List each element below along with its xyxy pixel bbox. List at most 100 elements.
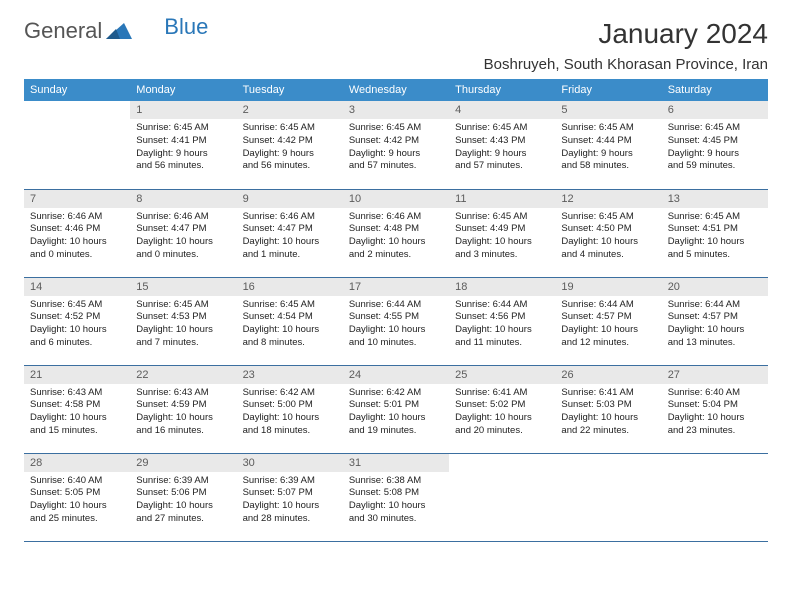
calendar-cell: 20Sunrise: 6:44 AMSunset: 4:57 PMDayligh… [662,277,768,365]
calendar-cell: 21Sunrise: 6:43 AMSunset: 4:58 PMDayligh… [24,365,130,453]
day-line-d2: and 22 minutes. [561,425,655,438]
day-line-sr: Sunrise: 6:42 AM [349,387,443,400]
day-line-d1: Daylight: 10 hours [561,236,655,249]
brand-mark-icon [106,19,132,44]
day-line-d2: and 16 minutes. [136,425,230,438]
day-line-d2: and 13 minutes. [668,337,762,350]
day-line-d2: and 56 minutes. [136,160,230,173]
day-details: Sunrise: 6:42 AMSunset: 5:00 PMDaylight:… [237,384,343,442]
calendar-cell: 6Sunrise: 6:45 AMSunset: 4:45 PMDaylight… [662,101,768,189]
day-line-d1: Daylight: 10 hours [243,412,337,425]
calendar-cell: 18Sunrise: 6:44 AMSunset: 4:56 PMDayligh… [449,277,555,365]
calendar-body: ..1Sunrise: 6:45 AMSunset: 4:41 PMDaylig… [24,101,768,541]
day-details: Sunrise: 6:40 AMSunset: 5:04 PMDaylight:… [662,384,768,442]
day-details: Sunrise: 6:39 AMSunset: 5:07 PMDaylight:… [237,472,343,530]
day-number: 25 [449,366,555,384]
day-details: Sunrise: 6:45 AMSunset: 4:41 PMDaylight:… [130,119,236,177]
day-line-ss: Sunset: 5:07 PM [243,487,337,500]
title-block: January 2024 Boshruyeh, South Khorasan P… [484,18,768,73]
day-line-sr: Sunrise: 6:38 AM [349,475,443,488]
day-line-ss: Sunset: 4:51 PM [668,223,762,236]
day-line-sr: Sunrise: 6:40 AM [668,387,762,400]
day-line-d2: and 28 minutes. [243,513,337,526]
day-line-ss: Sunset: 4:55 PM [349,311,443,324]
day-line-d2: and 12 minutes. [561,337,655,350]
day-details: Sunrise: 6:45 AMSunset: 4:42 PMDaylight:… [237,119,343,177]
day-number: 28 [24,454,130,472]
calendar-cell: 12Sunrise: 6:45 AMSunset: 4:50 PMDayligh… [555,189,661,277]
calendar-cell: 8Sunrise: 6:46 AMSunset: 4:47 PMDaylight… [130,189,236,277]
calendar-cell: 27Sunrise: 6:40 AMSunset: 5:04 PMDayligh… [662,365,768,453]
day-number: 7 [24,190,130,208]
day-line-d2: and 10 minutes. [349,337,443,350]
day-details: Sunrise: 6:46 AMSunset: 4:47 PMDaylight:… [237,208,343,266]
day-line-sr: Sunrise: 6:45 AM [136,122,230,135]
day-line-d1: Daylight: 10 hours [561,412,655,425]
day-details: Sunrise: 6:42 AMSunset: 5:01 PMDaylight:… [343,384,449,442]
calendar-row: ..1Sunrise: 6:45 AMSunset: 4:41 PMDaylig… [24,101,768,189]
day-line-sr: Sunrise: 6:45 AM [349,122,443,135]
brand-text-1: General [24,18,102,44]
day-line-sr: Sunrise: 6:39 AM [243,475,337,488]
day-line-d1: Daylight: 10 hours [30,236,124,249]
day-line-d1: Daylight: 10 hours [30,324,124,337]
day-line-d2: and 58 minutes. [561,160,655,173]
header: General Blue January 2024 Boshruyeh, Sou… [24,18,768,73]
day-line-sr: Sunrise: 6:44 AM [455,299,549,312]
day-line-d2: and 59 minutes. [668,160,762,173]
day-line-sr: Sunrise: 6:45 AM [668,122,762,135]
day-number: 30 [237,454,343,472]
day-details: Sunrise: 6:45 AMSunset: 4:42 PMDaylight:… [343,119,449,177]
day-line-d2: and 30 minutes. [349,513,443,526]
day-number: 15 [130,278,236,296]
calendar-cell: 16Sunrise: 6:45 AMSunset: 4:54 PMDayligh… [237,277,343,365]
day-number: 18 [449,278,555,296]
calendar-cell: .. [24,101,130,189]
day-line-d2: and 25 minutes. [30,513,124,526]
day-line-sr: Sunrise: 6:46 AM [243,211,337,224]
day-line-ss: Sunset: 5:03 PM [561,399,655,412]
brand-logo: General Blue [24,18,180,44]
day-line-ss: Sunset: 4:47 PM [136,223,230,236]
day-line-ss: Sunset: 4:57 PM [668,311,762,324]
day-line-sr: Sunrise: 6:45 AM [455,211,549,224]
day-line-d2: and 57 minutes. [455,160,549,173]
month-title: January 2024 [484,18,768,50]
day-line-sr: Sunrise: 6:43 AM [30,387,124,400]
day-details: Sunrise: 6:46 AMSunset: 4:48 PMDaylight:… [343,208,449,266]
day-line-ss: Sunset: 4:46 PM [30,223,124,236]
calendar-cell: 11Sunrise: 6:45 AMSunset: 4:49 PMDayligh… [449,189,555,277]
day-line-d2: and 6 minutes. [30,337,124,350]
day-details: Sunrise: 6:45 AMSunset: 4:49 PMDaylight:… [449,208,555,266]
day-line-d1: Daylight: 10 hours [30,500,124,513]
day-line-d1: Daylight: 9 hours [668,148,762,161]
day-line-d1: Daylight: 9 hours [243,148,337,161]
day-line-d2: and 2 minutes. [349,249,443,262]
calendar-cell: 9Sunrise: 6:46 AMSunset: 4:47 PMDaylight… [237,189,343,277]
weekday-header: Sunday [24,79,130,101]
day-line-d1: Daylight: 10 hours [668,324,762,337]
day-line-d2: and 7 minutes. [136,337,230,350]
day-line-ss: Sunset: 4:42 PM [349,135,443,148]
calendar-cell: 23Sunrise: 6:42 AMSunset: 5:00 PMDayligh… [237,365,343,453]
day-line-d1: Daylight: 10 hours [136,236,230,249]
day-number: 6 [662,101,768,119]
day-line-d1: Daylight: 10 hours [455,412,549,425]
day-line-d2: and 8 minutes. [243,337,337,350]
day-number: 16 [237,278,343,296]
day-details: Sunrise: 6:45 AMSunset: 4:51 PMDaylight:… [662,208,768,266]
day-number: 31 [343,454,449,472]
day-line-d2: and 3 minutes. [455,249,549,262]
day-details: Sunrise: 6:45 AMSunset: 4:50 PMDaylight:… [555,208,661,266]
weekday-header: Wednesday [343,79,449,101]
day-details: Sunrise: 6:41 AMSunset: 5:03 PMDaylight:… [555,384,661,442]
day-details: Sunrise: 6:43 AMSunset: 4:59 PMDaylight:… [130,384,236,442]
day-line-d1: Daylight: 10 hours [349,324,443,337]
day-line-ss: Sunset: 4:49 PM [455,223,549,236]
day-number: 17 [343,278,449,296]
calendar-cell: 2Sunrise: 6:45 AMSunset: 4:42 PMDaylight… [237,101,343,189]
calendar-cell: 13Sunrise: 6:45 AMSunset: 4:51 PMDayligh… [662,189,768,277]
day-details: Sunrise: 6:45 AMSunset: 4:54 PMDaylight:… [237,296,343,354]
day-number: 22 [130,366,236,384]
day-line-d1: Daylight: 10 hours [136,500,230,513]
